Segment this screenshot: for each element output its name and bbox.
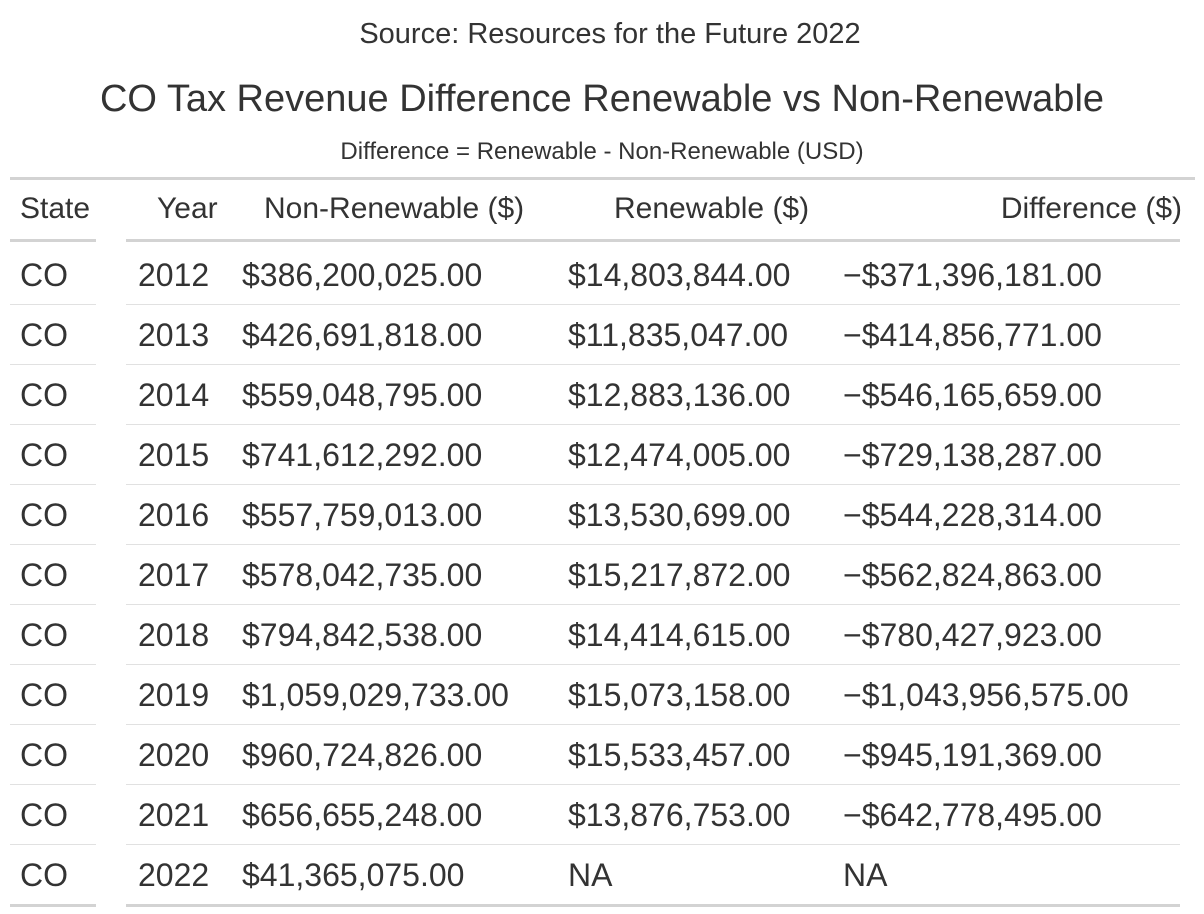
column-header-renewable: Renewable ($) xyxy=(614,192,810,225)
column-header-year: Year xyxy=(157,192,218,225)
cell-non-renewable: $741,612,292.00 xyxy=(242,437,483,473)
row-rule-group xyxy=(10,424,96,425)
row-rule-group xyxy=(10,664,96,665)
cell-year: 2012 xyxy=(138,257,210,293)
row-rule xyxy=(126,364,1180,365)
cell-non-renewable: $578,042,735.00 xyxy=(242,557,483,593)
cell-state: CO xyxy=(20,617,68,653)
cell-renewable: $15,533,457.00 xyxy=(568,737,791,773)
table-subtitle: Difference = Renewable - Non-Renewable (… xyxy=(340,138,864,165)
cell-renewable: $15,217,872.00 xyxy=(568,557,791,593)
row-rule xyxy=(126,304,1180,305)
cell-renewable: NA xyxy=(568,857,613,893)
cell-year: 2019 xyxy=(138,677,210,713)
cell-state: CO xyxy=(20,257,68,293)
cell-difference: −$1,043,956,575.00 xyxy=(843,677,1129,713)
cell-year: 2013 xyxy=(138,317,210,353)
cell-year: 2017 xyxy=(138,557,210,593)
cell-state: CO xyxy=(20,797,68,833)
cell-non-renewable: $386,200,025.00 xyxy=(242,257,483,293)
cell-difference: −$544,228,314.00 xyxy=(843,497,1102,533)
row-rule xyxy=(126,484,1180,485)
cell-state: CO xyxy=(20,317,68,353)
cell-renewable: $13,530,699.00 xyxy=(568,497,791,533)
cell-year: 2016 xyxy=(138,497,210,533)
source-note: Source: Resources for the Future 2022 xyxy=(359,18,861,50)
cell-difference: −$945,191,369.00 xyxy=(843,737,1102,773)
cell-non-renewable: $960,724,826.00 xyxy=(242,737,483,773)
row-rule-group xyxy=(10,544,96,545)
cell-year: 2022 xyxy=(138,857,210,893)
cell-renewable: $14,414,615.00 xyxy=(568,617,791,653)
cell-state: CO xyxy=(20,857,68,893)
cell-non-renewable: $794,842,538.00 xyxy=(242,617,483,653)
bottom-rule-group xyxy=(10,904,96,907)
header-rule-body xyxy=(126,239,1180,242)
cell-renewable: $12,474,005.00 xyxy=(568,437,791,473)
row-rule-group xyxy=(10,604,96,605)
column-header-difference: Difference ($) xyxy=(1000,192,1182,225)
cell-renewable: $12,883,136.00 xyxy=(568,377,791,413)
cell-renewable: $11,835,047.00 xyxy=(568,317,789,353)
row-rule-group xyxy=(10,364,96,365)
top-rule xyxy=(10,177,1195,180)
cell-difference: −$642,778,495.00 xyxy=(843,797,1102,833)
row-rule xyxy=(126,724,1180,725)
cell-difference: −$546,165,659.00 xyxy=(843,377,1102,413)
cell-non-renewable: $426,691,818.00 xyxy=(242,317,483,353)
bottom-rule-body xyxy=(126,904,1180,907)
cell-non-renewable: $559,048,795.00 xyxy=(242,377,483,413)
cell-non-renewable: $41,365,075.00 xyxy=(242,857,465,893)
column-header-non-renewable: Non-Renewable ($) xyxy=(264,192,525,225)
table-title: CO Tax Revenue Difference Renewable vs N… xyxy=(99,78,1105,120)
row-rule xyxy=(126,664,1180,665)
row-rule-group xyxy=(10,844,96,845)
row-rule-group xyxy=(10,484,96,485)
cell-renewable: $13,876,753.00 xyxy=(568,797,791,833)
cell-difference: −$729,138,287.00 xyxy=(843,437,1102,473)
cell-year: 2014 xyxy=(138,377,210,413)
cell-year: 2015 xyxy=(138,437,210,473)
cell-year: 2018 xyxy=(138,617,210,653)
cell-non-renewable: $1,059,029,733.00 xyxy=(242,677,509,713)
cell-state: CO xyxy=(20,557,68,593)
cell-state: CO xyxy=(20,437,68,473)
cell-difference: −$562,824,863.00 xyxy=(843,557,1102,593)
header-rule-group xyxy=(10,239,96,242)
cell-non-renewable: $557,759,013.00 xyxy=(242,497,483,533)
cell-state: CO xyxy=(20,677,68,713)
cell-difference: −$414,856,771.00 xyxy=(843,317,1102,353)
cell-state: CO xyxy=(20,377,68,413)
column-header-state: State xyxy=(20,192,91,225)
row-rule xyxy=(126,604,1180,605)
cell-renewable: $14,803,844.00 xyxy=(568,257,791,293)
row-rule xyxy=(126,544,1180,545)
row-rule xyxy=(126,784,1180,785)
row-rule xyxy=(126,844,1180,845)
row-rule-group xyxy=(10,724,96,725)
row-rule-group xyxy=(10,304,96,305)
cell-state: CO xyxy=(20,497,68,533)
cell-non-renewable: $656,655,248.00 xyxy=(242,797,483,833)
cell-difference: −$371,396,181.00 xyxy=(843,257,1102,293)
cell-year: 2021 xyxy=(138,797,210,833)
cell-difference: −$780,427,923.00 xyxy=(843,617,1102,653)
row-rule-group xyxy=(10,784,96,785)
row-rule xyxy=(126,424,1180,425)
cell-year: 2020 xyxy=(138,737,210,773)
cell-state: CO xyxy=(20,737,68,773)
cell-renewable: $15,073,158.00 xyxy=(568,677,791,713)
cell-difference: NA xyxy=(843,857,888,893)
